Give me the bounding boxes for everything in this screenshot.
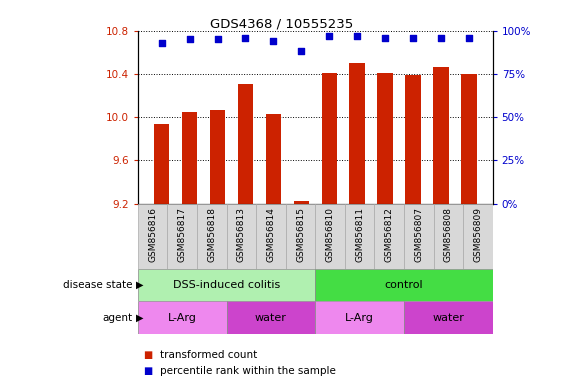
Text: GSM856814: GSM856814	[266, 207, 275, 262]
Text: GSM856808: GSM856808	[444, 207, 453, 262]
Text: L-Arg: L-Arg	[168, 313, 196, 323]
Bar	[315, 204, 345, 269]
Text: DSS-induced colitis: DSS-induced colitis	[173, 280, 280, 290]
Text: disease state: disease state	[63, 280, 132, 290]
Bar	[154, 124, 169, 204]
Point	[241, 35, 250, 41]
Text: ▶: ▶	[136, 313, 144, 323]
Text: control: control	[385, 280, 423, 290]
Text: ▶: ▶	[136, 280, 144, 290]
Text: GSM856815: GSM856815	[296, 207, 305, 262]
Point	[297, 48, 306, 55]
Text: GSM856811: GSM856811	[355, 207, 364, 262]
Point	[381, 35, 390, 41]
Text: water: water	[432, 313, 464, 323]
Text: ■: ■	[144, 350, 153, 360]
Bar	[197, 204, 226, 269]
Text: GSM856813: GSM856813	[237, 207, 246, 262]
Bar	[138, 269, 315, 301]
Point	[185, 36, 194, 42]
Text: GDS4368 / 10555235: GDS4368 / 10555235	[210, 17, 353, 30]
Bar	[463, 204, 493, 269]
Bar	[238, 84, 253, 204]
Bar	[256, 204, 285, 269]
Bar	[405, 75, 421, 204]
Text: GSM856809: GSM856809	[473, 207, 482, 262]
Bar	[210, 109, 225, 204]
Text: GSM856816: GSM856816	[148, 207, 157, 262]
Text: percentile rank within the sample: percentile rank within the sample	[160, 366, 336, 376]
Text: GSM856818: GSM856818	[207, 207, 216, 262]
Bar	[404, 301, 493, 334]
Bar	[377, 73, 393, 204]
Bar	[182, 112, 197, 204]
Bar	[266, 114, 281, 204]
Bar	[138, 204, 168, 269]
Bar	[168, 204, 197, 269]
Text: water: water	[255, 313, 287, 323]
Point	[269, 38, 278, 44]
Point	[325, 33, 334, 39]
Bar	[374, 204, 404, 269]
Bar	[461, 74, 476, 204]
Bar	[321, 73, 337, 204]
Text: transformed count: transformed count	[160, 350, 258, 360]
Text: GSM856817: GSM856817	[178, 207, 187, 262]
Bar	[434, 204, 463, 269]
Bar	[294, 201, 309, 204]
Text: ■: ■	[144, 366, 153, 376]
Bar	[226, 301, 315, 334]
Text: GSM856810: GSM856810	[325, 207, 334, 262]
Point	[352, 33, 361, 39]
Point	[213, 36, 222, 42]
Text: GSM856812: GSM856812	[385, 207, 394, 262]
Bar	[226, 204, 256, 269]
Bar	[345, 204, 374, 269]
Bar	[434, 68, 449, 204]
Bar	[350, 63, 365, 204]
Text: agent: agent	[102, 313, 132, 323]
Point	[409, 35, 418, 41]
Point	[157, 40, 166, 46]
Bar	[404, 204, 434, 269]
Text: GSM856807: GSM856807	[414, 207, 423, 262]
Bar	[138, 301, 226, 334]
Text: L-Arg: L-Arg	[345, 313, 374, 323]
Bar	[315, 301, 404, 334]
Point	[464, 35, 473, 41]
Bar	[315, 269, 493, 301]
Bar	[285, 204, 315, 269]
Point	[436, 35, 445, 41]
